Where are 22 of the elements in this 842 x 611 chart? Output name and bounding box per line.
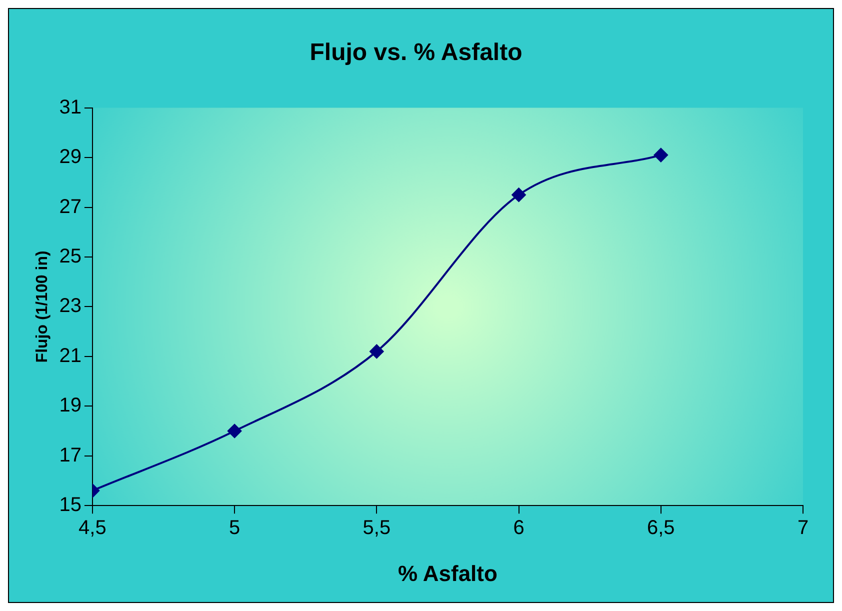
point: [370, 344, 384, 358]
x-tick-label: 5: [228, 517, 240, 540]
x-tick-label: 6,5: [646, 517, 675, 540]
y-tick-label: 19: [59, 394, 82, 417]
chart-title: Flujo vs. % Asfalto: [310, 39, 522, 66]
x-axis-title: % Asfalto: [398, 560, 498, 586]
y-tick-label: 15: [59, 494, 82, 516]
x-tick-label: 5,5: [362, 517, 391, 540]
point: [654, 148, 668, 162]
y-tick-label: 29: [59, 146, 82, 168]
y-axis-title: Flujo (1/100 in): [34, 250, 52, 363]
x-tick-label: 7: [797, 517, 809, 540]
point: [228, 424, 242, 438]
x-tick-label: 6: [513, 517, 524, 540]
x-tick-label: 4,5: [78, 517, 106, 540]
y-tick-label: 17: [59, 444, 82, 466]
y-tick-label: 23: [59, 295, 82, 318]
y-tick-label: 31: [59, 96, 82, 118]
y-tick-label: 27: [59, 196, 82, 218]
y-tick-label: 25: [59, 245, 82, 268]
y-tick-label: 21: [59, 344, 82, 367]
point: [512, 188, 526, 202]
